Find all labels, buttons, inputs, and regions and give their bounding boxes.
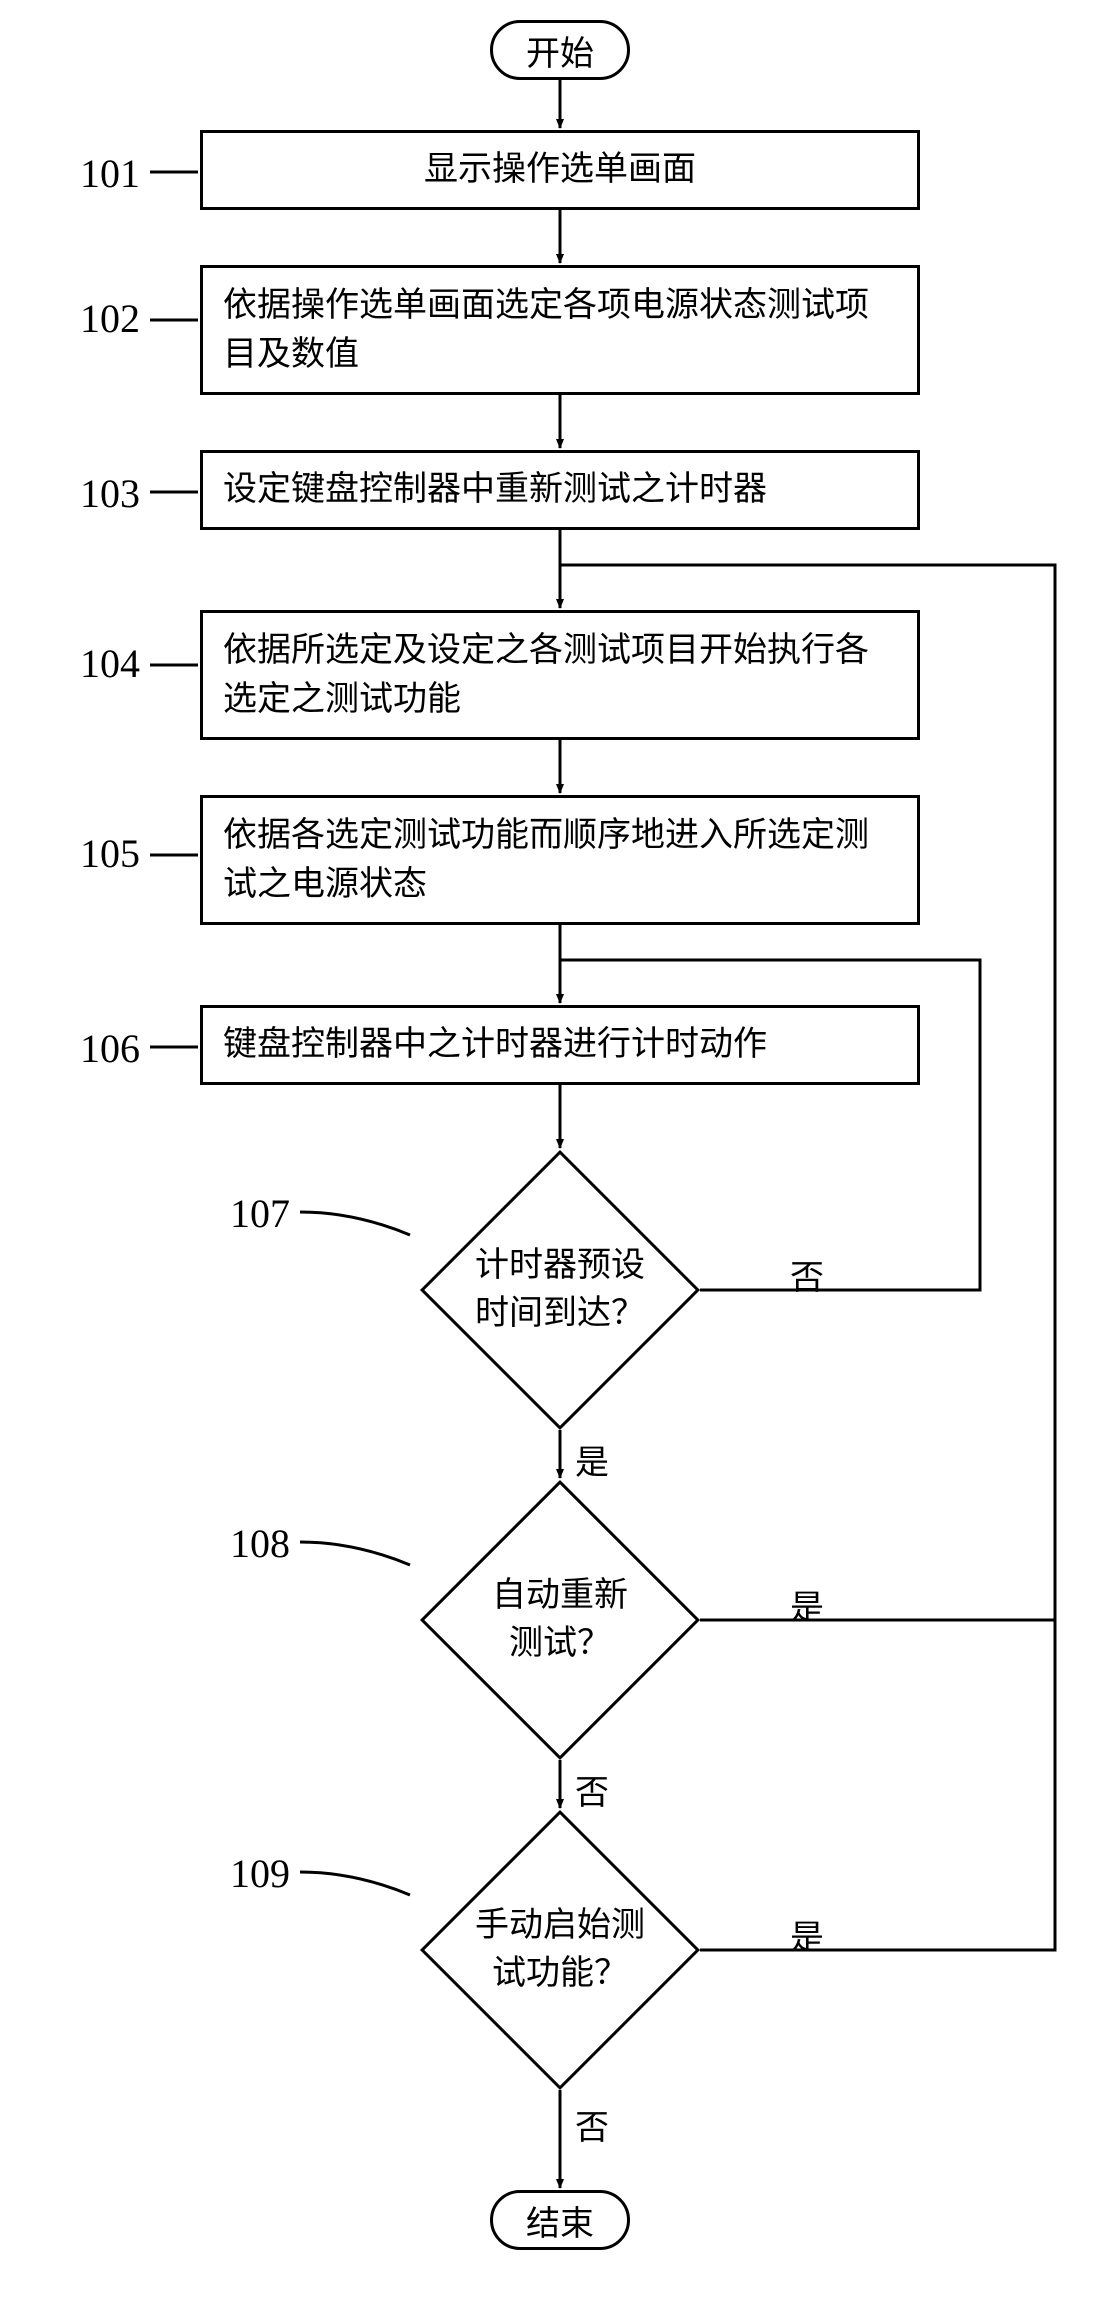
process-105: 依据各选定测试功能而顺序地进入所选定测试之电源状态 <box>200 795 920 925</box>
terminator-start-text: 开始 <box>526 26 594 75</box>
process-102-text: 依据操作选单画面选定各项电源状态测试项目及数值 <box>223 281 897 380</box>
process-106-text: 键盘控制器中之计时器进行计时动作 <box>223 1020 767 1069</box>
label-101: 101 <box>80 150 140 197</box>
d107-yes-label: 是 <box>575 1435 609 1484</box>
process-102: 依据操作选单画面选定各项电源状态测试项目及数值 <box>200 265 920 395</box>
process-106: 键盘控制器中之计时器进行计时动作 <box>200 1005 920 1085</box>
d107-no-label: 否 <box>790 1250 824 1299</box>
process-101-text: 显示操作选单画面 <box>424 145 696 194</box>
label-109: 109 <box>230 1850 290 1897</box>
process-103-text: 设定键盘控制器中重新测试之计时器 <box>223 465 767 514</box>
label-108: 108 <box>230 1520 290 1567</box>
label-107: 107 <box>230 1190 290 1237</box>
d109-no-label: 否 <box>575 2100 609 2149</box>
label-105: 105 <box>80 830 140 877</box>
process-105-text: 依据各选定测试功能而顺序地进入所选定测试之电源状态 <box>223 811 897 910</box>
process-104: 依据所选定及设定之各测试项目开始执行各选定之测试功能 <box>200 610 920 740</box>
process-103: 设定键盘控制器中重新测试之计时器 <box>200 450 920 530</box>
d108-yes-label: 是 <box>790 1580 824 1629</box>
decision-108: 自动重新 测试？ <box>420 1480 700 1760</box>
label-106: 106 <box>80 1025 140 1072</box>
terminator-end-text: 结束 <box>526 2196 594 2245</box>
decision-107: 计时器预设 时间到达？ <box>420 1150 700 1430</box>
terminator-end: 结束 <box>490 2190 630 2250</box>
label-103: 103 <box>80 470 140 517</box>
label-102: 102 <box>80 295 140 342</box>
decision-109: 手动启始测 试功能？ <box>420 1810 700 2090</box>
flowchart-canvas: 开始 显示操作选单画面 101 依据操作选单画面选定各项电源状态测试项目及数值 … <box>0 0 1104 2301</box>
terminator-start: 开始 <box>490 20 630 80</box>
label-104: 104 <box>80 640 140 687</box>
d108-no-label: 否 <box>575 1765 609 1814</box>
d109-yes-label: 是 <box>790 1910 824 1959</box>
process-104-text: 依据所选定及设定之各测试项目开始执行各选定之测试功能 <box>223 626 897 725</box>
process-101: 显示操作选单画面 <box>200 130 920 210</box>
